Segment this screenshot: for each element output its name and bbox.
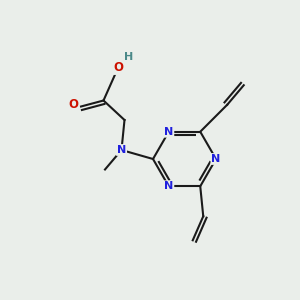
Text: N: N	[117, 145, 126, 155]
Text: H: H	[124, 52, 134, 62]
Text: N: N	[212, 154, 220, 164]
Text: N: N	[164, 181, 173, 191]
Text: O: O	[68, 98, 79, 112]
Text: N: N	[164, 127, 173, 137]
Text: O: O	[113, 61, 124, 74]
